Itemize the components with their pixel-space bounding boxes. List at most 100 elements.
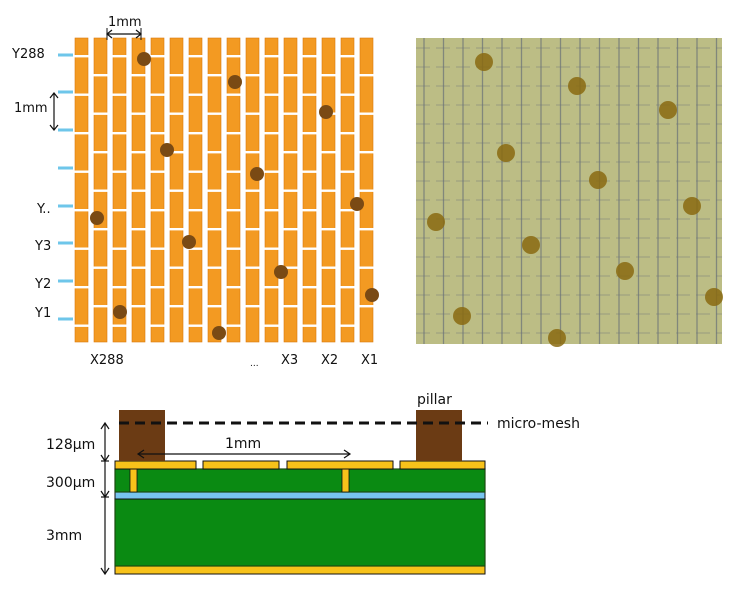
y-strip-gap	[321, 305, 336, 308]
y-strip-gap	[169, 266, 184, 269]
y-strip-link	[278, 247, 284, 250]
y-strip-link	[164, 324, 170, 327]
y-strip-link	[278, 209, 284, 212]
y-strip-gap	[150, 93, 165, 96]
top-strip	[399, 460, 486, 470]
pillar-dot	[319, 105, 333, 119]
cross-section-view: micro-mesh pillar 1mm 128μm 300μm 3mm	[46, 392, 580, 576]
y-strip-gap	[283, 266, 298, 269]
y-strip-gap	[188, 247, 203, 250]
y-strip-gap	[207, 151, 222, 154]
y-strip-gap	[264, 132, 279, 135]
y-strip-link	[183, 266, 189, 269]
y-strip-gap	[340, 209, 355, 212]
y-strip-gap	[245, 189, 260, 192]
y-strip-link	[107, 189, 113, 192]
pillar-dot	[228, 75, 242, 89]
y-strip-link	[145, 74, 151, 77]
y-strip-gap	[226, 286, 241, 289]
pillar-dot	[212, 326, 226, 340]
photo-pillar	[568, 77, 586, 95]
y-strip-link	[297, 305, 303, 308]
via-right	[341, 468, 350, 493]
x-strip	[264, 37, 279, 343]
label-y-ellipsis: Y..	[36, 202, 51, 217]
y-strip-link	[316, 286, 322, 289]
y-strip-gap	[226, 170, 241, 173]
y-strip-gap	[321, 228, 336, 231]
pitch-label-1mm: 1mm	[225, 436, 261, 452]
y-strip-link	[202, 247, 208, 250]
y-strip-link	[221, 74, 227, 77]
y-strip-link	[316, 324, 322, 327]
y-strip-link	[278, 170, 284, 173]
y-strip-gap	[359, 266, 374, 269]
layer-label-128um: 128μm	[46, 437, 95, 453]
y-strip-gap	[245, 305, 260, 308]
label-y288: Y288	[11, 47, 45, 62]
y-strip-gap	[245, 112, 260, 115]
y-strip-link	[259, 151, 265, 154]
y-strip-link	[107, 266, 113, 269]
y-strip-gap	[112, 324, 127, 327]
y-strip-link	[316, 93, 322, 96]
top-strip	[114, 460, 197, 470]
y-strip-link	[145, 112, 151, 115]
y-strip-link	[354, 286, 360, 289]
photo-pillar	[683, 197, 701, 215]
y-strip-gap	[283, 112, 298, 115]
y-strip-gap	[131, 189, 146, 192]
y-strip-link	[259, 189, 265, 192]
y-strip-link	[335, 305, 341, 308]
y-strip-gap	[264, 209, 279, 212]
y-strip-link	[354, 93, 360, 96]
y-strip-link	[316, 170, 322, 173]
y-strip-link	[88, 93, 94, 96]
bottom-copper-layer	[114, 565, 486, 575]
y-strip-link	[183, 151, 189, 154]
y-strip-gap	[226, 55, 241, 58]
photo-pillar	[475, 53, 493, 71]
y-strip-link	[335, 74, 341, 77]
y-strip-link	[278, 132, 284, 135]
y-strip-link	[297, 74, 303, 77]
micrograph-photo	[416, 38, 723, 347]
pillar-dot	[250, 167, 264, 181]
via-left	[129, 468, 138, 493]
y-strip-link	[202, 324, 208, 327]
strip-pitch-arrow: 1mm	[136, 436, 352, 459]
y-strip-gap	[264, 170, 279, 173]
y-strip-gap	[93, 266, 108, 269]
y-strip-gap	[188, 286, 203, 289]
y-strip-gap	[74, 247, 89, 250]
y-strip-link	[88, 209, 94, 212]
y-strip-gap	[359, 305, 374, 308]
y-strip-gap	[321, 74, 336, 77]
y-strip-link	[240, 132, 246, 135]
photo-pillar	[705, 288, 723, 306]
photo-pillar	[427, 213, 445, 231]
y-strip-link	[126, 132, 132, 135]
y-strip-gap	[93, 151, 108, 154]
y-strip-gap	[112, 55, 127, 58]
y-strip-gap	[302, 209, 317, 212]
y-strip-gap	[302, 132, 317, 135]
y-strip-gap	[207, 189, 222, 192]
y-strip-gap	[188, 132, 203, 135]
pillar-dot	[365, 288, 379, 302]
y-strip-link	[126, 324, 132, 327]
photo-pillar	[522, 236, 540, 254]
y-strip-gap	[207, 74, 222, 77]
y-strip-gap	[131, 228, 146, 231]
y-strip-gap	[302, 247, 317, 250]
y-strip-gap	[226, 132, 241, 135]
y-strip-gap	[169, 151, 184, 154]
y-strip-link	[373, 305, 379, 308]
label-x2: X2	[321, 353, 338, 368]
y-strip-link	[88, 170, 94, 173]
y-strip-gap	[93, 228, 108, 231]
x-strip	[302, 37, 317, 343]
y-strip-ticks	[58, 53, 73, 321]
y-strip-link	[297, 151, 303, 154]
pillar-dot	[113, 305, 127, 319]
